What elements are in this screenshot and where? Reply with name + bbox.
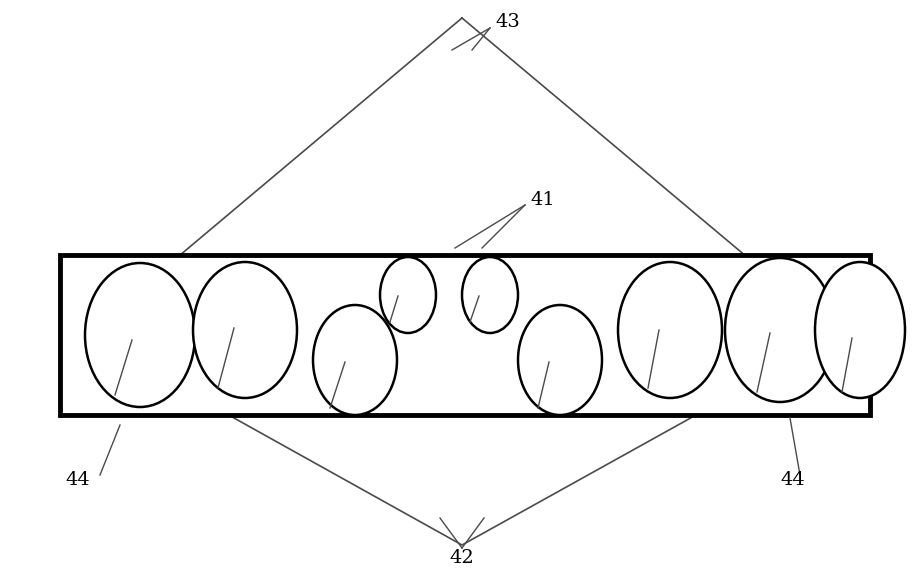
Text: 44: 44 — [65, 471, 90, 489]
Text: 41: 41 — [530, 191, 554, 209]
Bar — [60, 255, 870, 415]
Ellipse shape — [313, 305, 397, 415]
Ellipse shape — [380, 257, 436, 333]
Ellipse shape — [618, 262, 722, 398]
Ellipse shape — [462, 257, 518, 333]
Ellipse shape — [725, 258, 835, 402]
Ellipse shape — [815, 262, 905, 398]
Text: 43: 43 — [495, 13, 520, 31]
Ellipse shape — [193, 262, 297, 398]
Text: 44: 44 — [780, 471, 805, 489]
Ellipse shape — [85, 263, 195, 407]
Text: 42: 42 — [450, 549, 474, 567]
Ellipse shape — [518, 305, 602, 415]
